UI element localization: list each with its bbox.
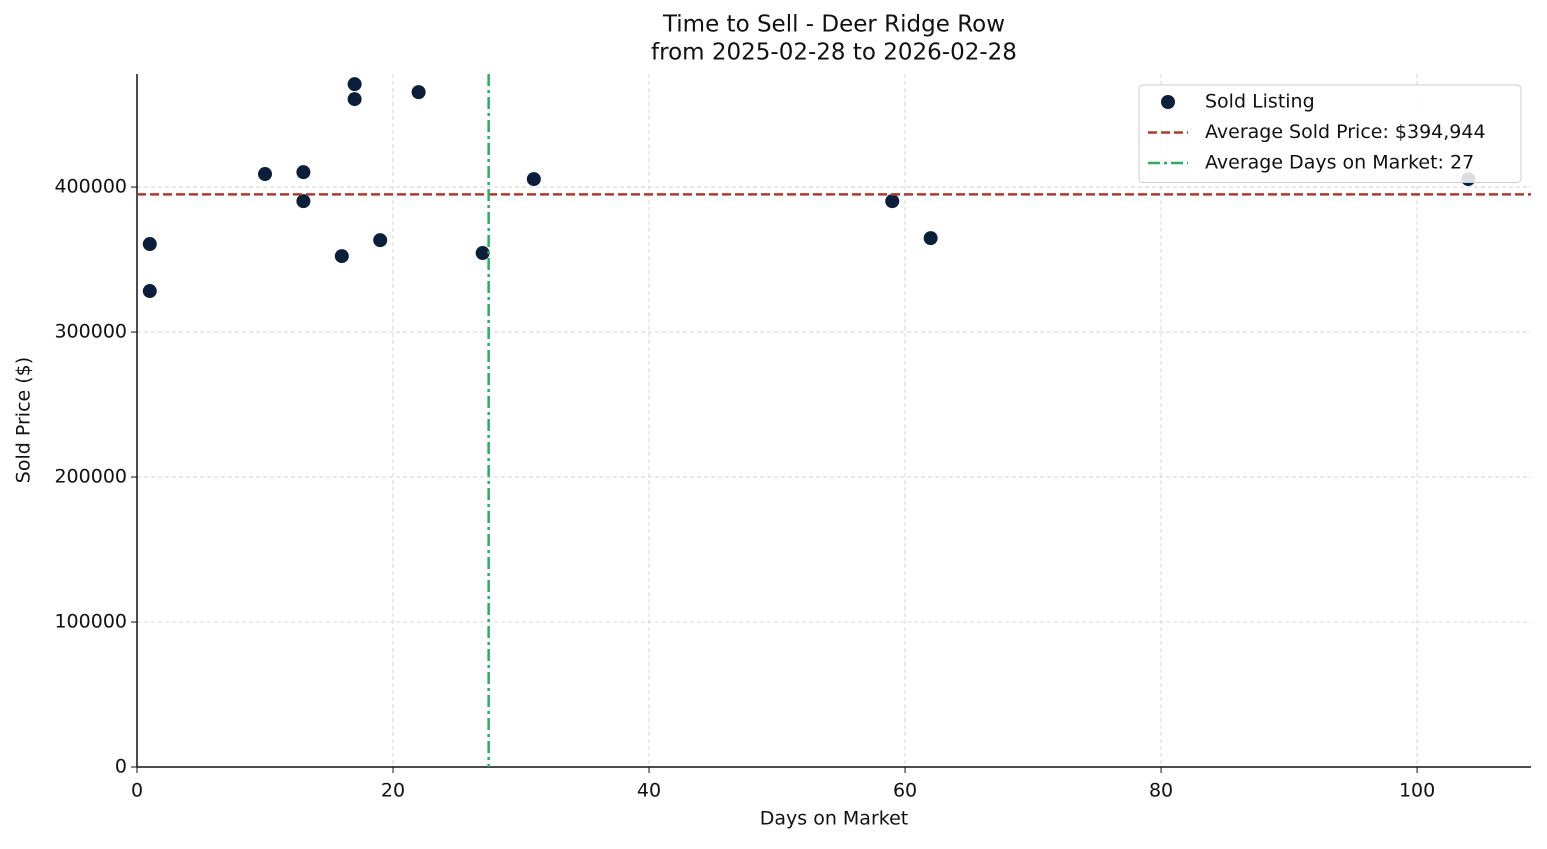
data-point <box>296 165 311 180</box>
chart-title: Time to Sell - Deer Ridge Row <box>662 12 1005 38</box>
y-tick-label: 300000 <box>54 321 127 343</box>
data-point <box>526 172 541 187</box>
data-point <box>411 85 426 100</box>
data-point <box>885 194 900 209</box>
legend-box <box>1138 84 1522 183</box>
data-point <box>347 77 362 92</box>
data-point <box>373 233 388 248</box>
x-tick-label: 60 <box>893 780 917 802</box>
y-tick-label: 0 <box>115 756 127 778</box>
x-axis-label: Days on Market <box>760 808 908 830</box>
x-tick-label: 40 <box>637 780 661 802</box>
data-point <box>142 284 157 299</box>
x-tick-label: 0 <box>131 780 143 802</box>
y-tick-label: 200000 <box>54 466 127 488</box>
x-tick-label: 20 <box>381 780 405 802</box>
chart-subtitle: from 2025-02-28 to 2026-02-28 <box>651 40 1017 66</box>
x-tick-label: 100 <box>1399 780 1435 802</box>
legend-label: Average Sold Price: $394,944 <box>1205 121 1486 143</box>
y-tick-label: 100000 <box>54 611 127 633</box>
data-point <box>296 194 311 209</box>
legend-marker <box>1161 95 1175 109</box>
data-point <box>142 237 157 252</box>
y-tick-label: 400000 <box>54 176 127 198</box>
legend-label: Average Days on Market: 27 <box>1205 152 1474 174</box>
y-axis-label: Sold Price ($) <box>13 357 35 483</box>
data-point <box>923 231 938 246</box>
data-point <box>475 246 490 261</box>
data-point <box>334 249 349 264</box>
x-tick-label: 80 <box>1149 780 1173 802</box>
legend-label: Sold Listing <box>1205 91 1315 113</box>
data-point <box>258 167 273 182</box>
data-point <box>347 92 362 107</box>
